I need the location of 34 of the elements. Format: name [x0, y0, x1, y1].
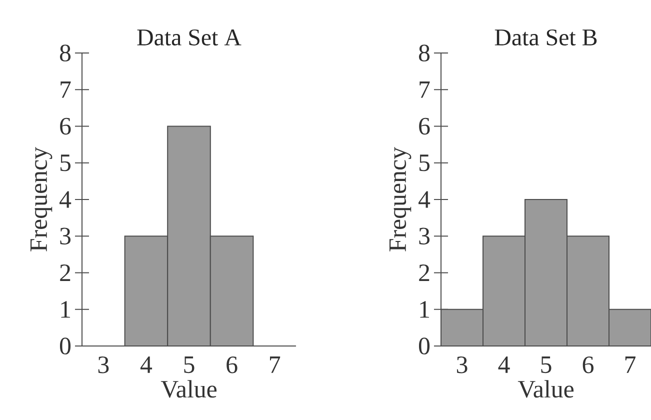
x-tick-label: 7: [625, 356, 636, 373]
y-tick-label: 5: [60, 154, 71, 172]
y-tick-label: 4: [60, 191, 72, 208]
y-axis-title: Frequency: [30, 147, 52, 252]
y-tick-label: 0: [418, 338, 430, 354]
x-tick-label: 5: [184, 356, 194, 374]
y-tick-label: 2: [60, 264, 70, 281]
y-tick-label: 6: [60, 118, 71, 135]
x-tick-label: 6: [582, 356, 594, 374]
x-tick-label: 3: [98, 356, 109, 374]
x-tick-label: 7: [270, 356, 280, 373]
y-tick-label: 3: [419, 228, 430, 244]
y-tick-label: 0: [60, 338, 71, 354]
y-tick-label: 2: [419, 264, 430, 281]
x-tick-label: 6: [226, 356, 238, 374]
y-tick-label: 7: [420, 81, 430, 98]
y-tick-label: 4: [418, 191, 430, 208]
x-tick-label: 4: [498, 356, 510, 373]
x-axis-title: Value: [160, 380, 217, 398]
y-tick-label: 5: [419, 154, 430, 172]
x-tick-label: 4: [140, 356, 152, 373]
y-tick-label: 1: [61, 301, 70, 318]
chart-title: Data Set B: [494, 29, 597, 46]
y-tick-label: 3: [60, 228, 71, 244]
y-axis-title: Frequency: [390, 147, 412, 252]
y-tick-label: 8: [418, 44, 430, 62]
y-tick-label: 7: [60, 81, 71, 98]
x-tick-label: 5: [541, 356, 552, 374]
chart-title: Data Set A: [137, 29, 242, 46]
y-tick-label: 1: [420, 301, 429, 318]
y-tick-label: 8: [60, 44, 71, 62]
y-tick-label: 6: [419, 118, 430, 135]
x-tick-label: 3: [456, 356, 468, 374]
x-axis-title: Value: [518, 380, 574, 398]
